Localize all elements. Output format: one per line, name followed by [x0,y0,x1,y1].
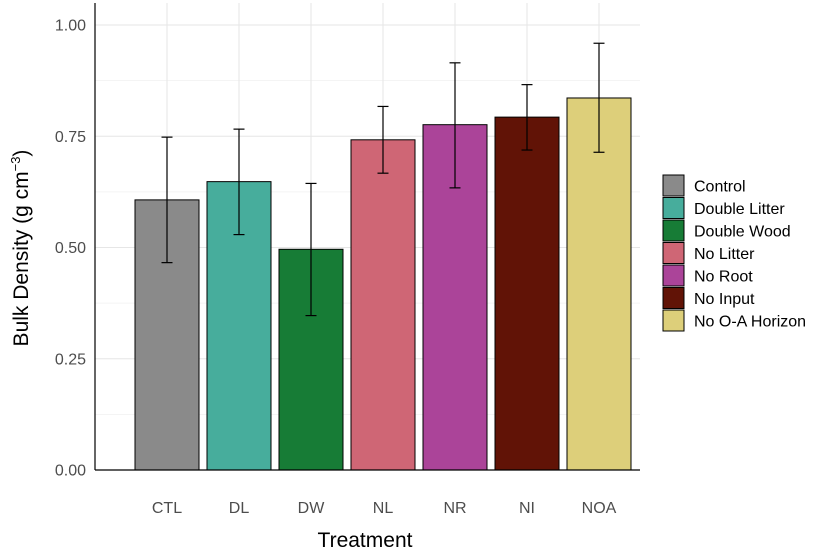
legend-label: Double Litter [694,201,785,218]
legend-swatch [662,219,685,242]
legend-item: Control [662,174,746,197]
legend-item: Double Litter [662,197,785,219]
y-tick-label: 0.00 [55,463,86,480]
legend-label: No Root [694,269,753,286]
legend-swatch [662,242,685,264]
y-tick-labels: 0.00 0.25 0.50 0.75 1.00 [55,18,86,480]
error-bar-noa [593,42,605,153]
bar-noa [566,97,632,471]
x-tick-label: NR [443,500,466,517]
error-bar-nl [377,105,389,174]
axes [94,3,640,471]
bar-ni [494,116,560,471]
legend-swatch [662,197,685,219]
legend-item: Double Wood [662,219,791,242]
error-bar-dw [305,182,317,317]
legend-item: No O-A Horizon [662,309,806,332]
legend-swatch [662,287,685,309]
error-bar-dl [233,128,245,236]
y-tick-label: 0.50 [55,240,86,257]
error-bar-ni [521,84,533,151]
legend-swatch [662,264,685,287]
x-axis-title: Treatment [318,529,413,552]
legend-swatch [662,174,685,197]
legend: Control Double Litter Double Wood No Litter… [662,174,806,332]
legend-item: No Input [662,287,755,309]
y-axis-title: Bulk Density (g cm−3) [8,150,33,347]
bars [134,97,632,471]
bar-nl [350,139,416,471]
x-tick-label: NL [373,500,394,517]
x-tick-label: NOA [582,500,617,517]
error-bar-ctl [161,136,173,264]
x-tick-label: CTL [152,500,182,517]
legend-label: Control [694,179,746,196]
error-bars [161,42,605,317]
legend-label: Double Wood [694,224,791,241]
y-axis-title-superscript: −3 [8,157,23,172]
x-tick-label: NI [519,500,535,517]
y-tick-label: 0.75 [55,129,86,146]
y-tick-label: 1.00 [55,18,86,35]
y-tick-label: 0.25 [55,351,86,368]
x-tick-label: DL [229,500,250,517]
legend-swatch [662,309,685,332]
x-tick-labels: CTL DL DW NL NR NI NOA [152,500,617,517]
y-axis-title-base: Bulk Density (g cm [10,171,33,346]
legend-item: No Litter [662,242,755,264]
legend-label: No Input [694,291,755,308]
y-axis-title-close: ) [10,150,33,157]
error-bar-nr [449,62,461,189]
x-tick-label: DW [298,500,326,517]
legend-label: No O-A Horizon [694,314,806,331]
legend-label: No Litter [694,246,755,263]
legend-item: No Root [662,264,753,287]
